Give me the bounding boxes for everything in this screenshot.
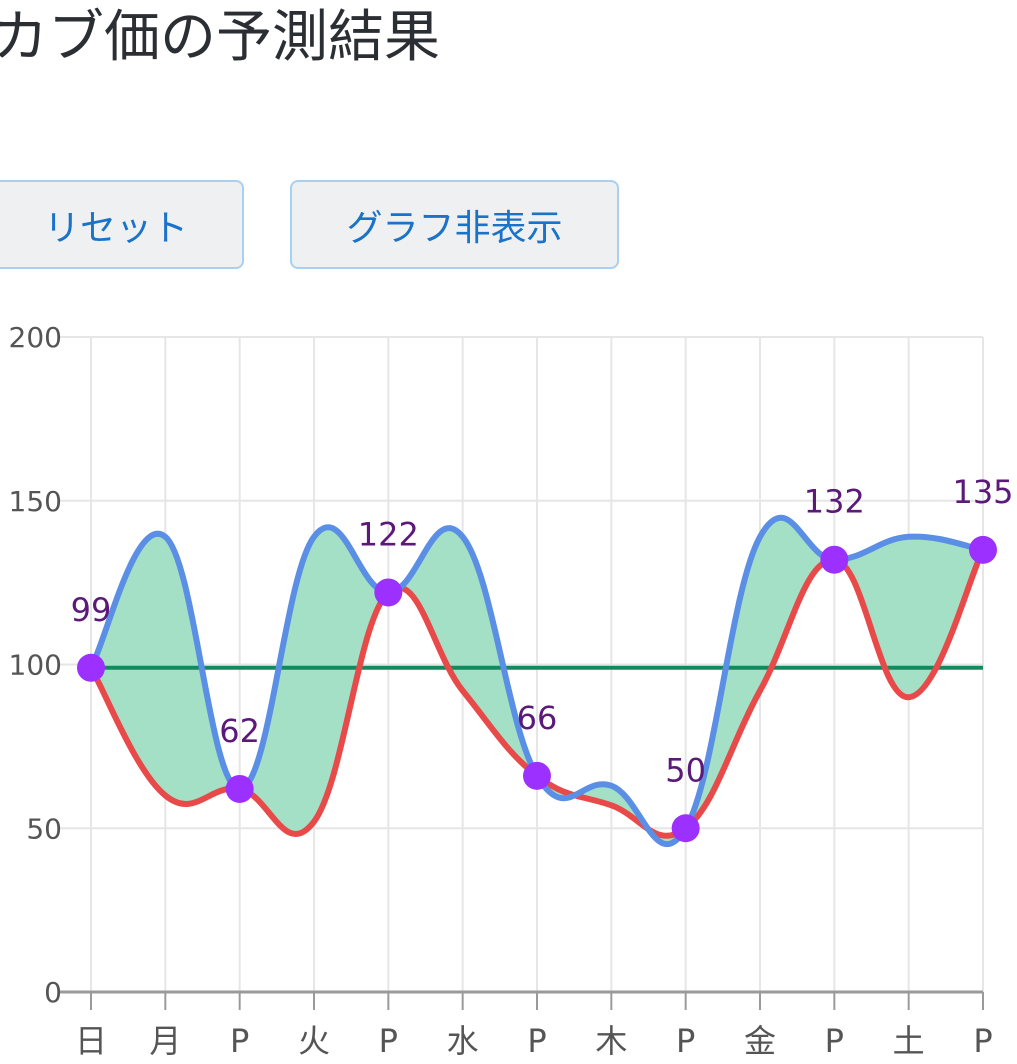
data-labels: 99 62 122 66 50 132 135	[71, 473, 1014, 789]
y-tick-label: 100	[9, 649, 62, 682]
y-tick-label: 150	[9, 485, 62, 518]
range-fill	[91, 517, 983, 845]
y-tick-label: 0	[44, 976, 62, 1009]
known-price-point	[969, 535, 997, 564]
page-title: カブ価の予測結果	[0, 5, 440, 70]
x-tick-label: 金	[744, 1022, 776, 1060]
y-tick-label: 50	[26, 812, 62, 845]
known-price-point	[671, 814, 700, 843]
x-tick-label: P	[379, 1022, 398, 1060]
x-tick-label: 水	[447, 1022, 479, 1060]
data-label: 132	[804, 483, 865, 521]
reset-button[interactable]: リセット	[0, 180, 244, 269]
data-label: 62	[219, 712, 260, 750]
data-label: 99	[71, 591, 112, 629]
known-price-point	[77, 653, 105, 682]
range-fill-area	[91, 517, 983, 845]
x-tick-label: P	[676, 1022, 695, 1060]
x-tick-label: P	[973, 1022, 992, 1060]
hide-graph-button[interactable]: グラフ非表示	[290, 180, 619, 269]
x-tick-label: P	[527, 1022, 546, 1060]
max-price-line	[88, 514, 984, 848]
known-price-point	[523, 761, 551, 790]
x-tick-label: 火	[298, 1022, 330, 1060]
chart-axes: 0 50 100 150 200 日 月 P 火 P 水 P 木 P 金 P 土 P	[9, 321, 993, 1060]
x-tick-label: 月	[149, 1022, 181, 1060]
data-label: 122	[358, 515, 419, 553]
known-price-point	[225, 774, 254, 803]
known-price-point	[374, 578, 403, 607]
x-tick-label: 日	[75, 1022, 107, 1060]
x-tick-label: P	[825, 1022, 844, 1060]
data-label: 66	[517, 699, 558, 737]
known-price-point	[820, 545, 849, 574]
data-label: 50	[665, 751, 706, 789]
x-tick-label: 土	[893, 1022, 925, 1060]
x-tick-label: 木	[595, 1022, 627, 1060]
x-tick-label: P	[230, 1022, 249, 1060]
y-tick-label: 200	[9, 321, 62, 354]
known-price-points	[77, 535, 997, 843]
data-label: 135	[952, 473, 1013, 511]
